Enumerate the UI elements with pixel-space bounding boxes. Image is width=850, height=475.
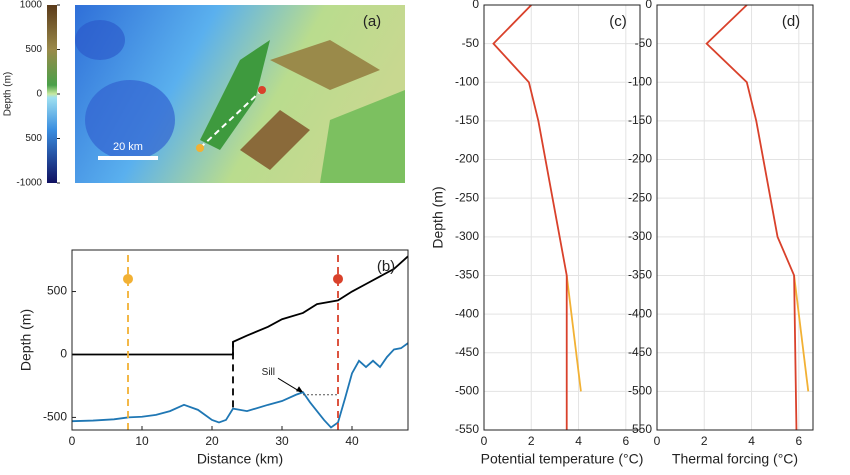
x-tick-label: 0 <box>69 434 76 448</box>
plot-frame <box>656 4 814 431</box>
y-tick-label: -100 <box>628 74 652 88</box>
x-tick-label: 30 <box>275 434 289 448</box>
y-tick-label: -100 <box>455 74 479 88</box>
y-tick-label: -350 <box>455 268 479 282</box>
y-tick-label: -300 <box>628 229 652 243</box>
y-tick-label: -50 <box>635 36 653 50</box>
y-tick-label: 0 <box>472 0 479 11</box>
y-tick-label: -200 <box>455 152 479 166</box>
y-tick-label: -200 <box>628 152 652 166</box>
y-tick-label: -500 <box>455 384 479 398</box>
x-tick-label: 10 <box>135 434 149 448</box>
scale-bar-label: 20 km <box>113 141 143 153</box>
colorbar-tick-label: 0 <box>36 89 42 100</box>
y-tick-label: -400 <box>628 306 652 320</box>
x-tick-label: 2 <box>701 434 708 448</box>
y-tick-label: -450 <box>628 345 652 359</box>
y-tick-label: 0 <box>645 0 652 11</box>
x-tick-label: 0 <box>654 434 661 448</box>
x-tick-label: 6 <box>795 434 802 448</box>
panel-label: (d) <box>782 13 800 30</box>
y-tick-label: -550 <box>628 422 652 436</box>
colorbar-tick-label: -1000 <box>16 178 42 189</box>
panel-label: (b) <box>377 258 395 275</box>
arrow-head <box>296 386 303 393</box>
y-axis-label: Depth (m) <box>430 186 446 248</box>
panel-label: (a) <box>363 13 381 30</box>
colorbar-tick-label: 500 <box>25 44 42 55</box>
y-tick-label: -450 <box>455 345 479 359</box>
x-tick-label: 0 <box>481 434 488 448</box>
data-line <box>72 255 409 356</box>
y-tick-label: -250 <box>628 190 652 204</box>
marker <box>333 273 343 284</box>
panel-label: (c) <box>609 13 627 30</box>
data-line <box>565 275 582 392</box>
x-tick-label: 20 <box>205 434 219 448</box>
y-tick-label: -550 <box>455 422 479 436</box>
x-tick-label: 6 <box>622 434 629 448</box>
y-axis-label: Depth (m) <box>18 309 34 371</box>
data-line <box>71 342 409 429</box>
marker <box>123 273 133 284</box>
y-tick-label: 500 <box>47 284 67 298</box>
data-line <box>492 4 568 430</box>
colorbar-tick-label: 500 <box>25 133 42 144</box>
x-axis-label: Distance (km) <box>197 451 283 467</box>
y-tick-label: -50 <box>462 36 480 50</box>
annotation: Sill <box>262 367 275 378</box>
plot-frame <box>483 4 641 431</box>
y-tick-label: -500 <box>628 384 652 398</box>
data-line <box>793 275 810 392</box>
colorbar-label: Depth (m) <box>3 72 14 116</box>
y-tick-label: -500 <box>43 410 67 424</box>
x-tick-label: 4 <box>575 434 582 448</box>
y-tick-label: -350 <box>628 268 652 282</box>
x-axis-label: Potential temperature (°C) <box>481 451 644 467</box>
y-tick-label: -250 <box>455 190 479 204</box>
x-tick-label: 2 <box>528 434 535 448</box>
map-art <box>47 5 405 183</box>
x-axis-label: Thermal forcing (°C) <box>672 451 798 467</box>
y-tick-label: -150 <box>455 113 479 127</box>
colorbar-tick-label: 1000 <box>20 0 43 11</box>
y-tick-label: -300 <box>455 229 479 243</box>
y-tick-label: -150 <box>628 113 652 127</box>
x-tick-label: 4 <box>748 434 755 448</box>
y-tick-label: 0 <box>60 347 67 361</box>
y-tick-label: -400 <box>455 306 479 320</box>
data-line <box>705 4 798 431</box>
plot-frame <box>71 249 409 431</box>
x-tick-label: 40 <box>345 434 359 448</box>
